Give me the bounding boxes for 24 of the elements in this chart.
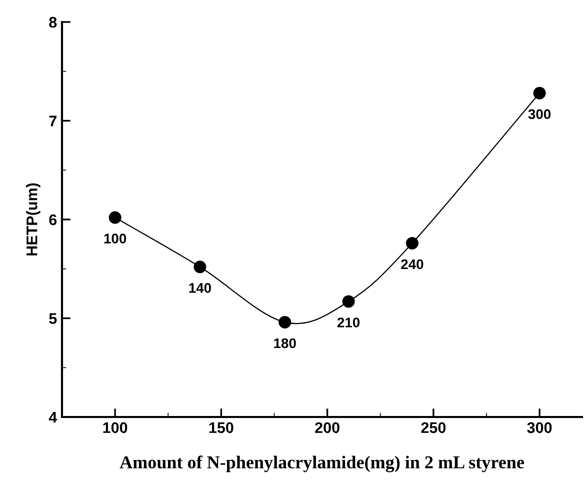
y-tick-label: 7 xyxy=(49,116,56,126)
point xyxy=(533,86,546,100)
x-tick-label: 250 xyxy=(421,422,446,434)
y-tick-label: 4 xyxy=(48,412,58,423)
point xyxy=(342,295,355,308)
annotation: 210 xyxy=(337,318,360,328)
y-tick-label: 5 xyxy=(49,313,57,324)
annotation: 180 xyxy=(274,338,296,348)
y-tick-label: 6 xyxy=(49,214,57,226)
annotation: 100 xyxy=(104,234,126,244)
annotation: 240 xyxy=(401,259,424,270)
point xyxy=(194,260,206,274)
annotation: 140 xyxy=(189,283,211,293)
y-tick-label: 8 xyxy=(49,16,57,28)
x-axis-title: Amount of N-phenylacrylamide(mg) in 2 mL styrene xyxy=(120,456,524,472)
y-axis-title: HETP(um) xyxy=(26,183,40,256)
point xyxy=(108,211,122,224)
point xyxy=(278,316,292,328)
x-tick-label: 300 xyxy=(527,422,552,434)
annotation: 300 xyxy=(528,109,551,120)
x-tick-label: 100 xyxy=(103,422,128,434)
x-tick-label: 150 xyxy=(209,422,234,434)
point xyxy=(406,236,418,250)
x-tick-label: 200 xyxy=(315,422,340,434)
